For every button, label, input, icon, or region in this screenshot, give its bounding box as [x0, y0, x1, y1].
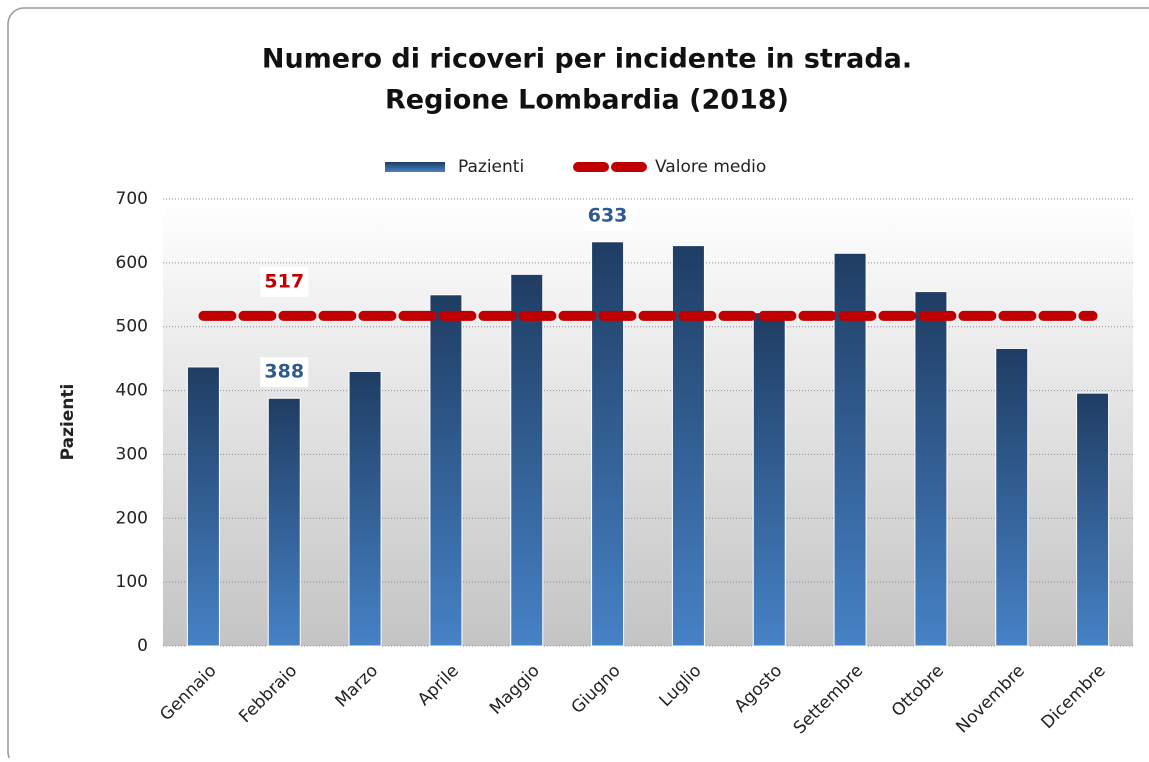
- chart-title: Regione Lombardia (2018): [385, 85, 789, 116]
- legend-label: Valore medio: [655, 157, 766, 177]
- bar: [671, 245, 705, 647]
- y-tick-label: 600: [116, 253, 148, 273]
- bar: [1076, 392, 1110, 647]
- data-label: 517: [264, 270, 304, 292]
- bar: [186, 366, 220, 647]
- bar: [591, 241, 625, 647]
- data-label: 633: [588, 204, 628, 226]
- y-tick-label: 500: [116, 317, 148, 337]
- y-tick-label: 0: [137, 636, 148, 656]
- bar: [267, 397, 301, 647]
- legend-label: Pazienti: [458, 157, 524, 177]
- y-axis-label: Pazienti: [58, 384, 78, 461]
- data-label: 388: [264, 361, 304, 383]
- bar: [752, 312, 786, 647]
- data-label-bg: [260, 357, 309, 388]
- data-label-bg: [260, 266, 309, 297]
- y-tick-label: 700: [116, 189, 148, 209]
- bar: [914, 291, 948, 647]
- y-tick-label: 100: [116, 572, 148, 592]
- data-label-bg: [583, 200, 632, 231]
- chart-title: Numero di ricoveri per incidente in stra…: [262, 44, 912, 75]
- legend-swatch: [385, 162, 445, 172]
- y-tick-label: 200: [116, 508, 148, 528]
- plot-area: [163, 199, 1133, 646]
- bar: [995, 347, 1029, 647]
- y-tick-label: 400: [116, 381, 148, 401]
- bar: [429, 294, 463, 647]
- bar: [510, 273, 544, 647]
- bar: [348, 370, 382, 647]
- y-tick-label: 300: [116, 444, 148, 464]
